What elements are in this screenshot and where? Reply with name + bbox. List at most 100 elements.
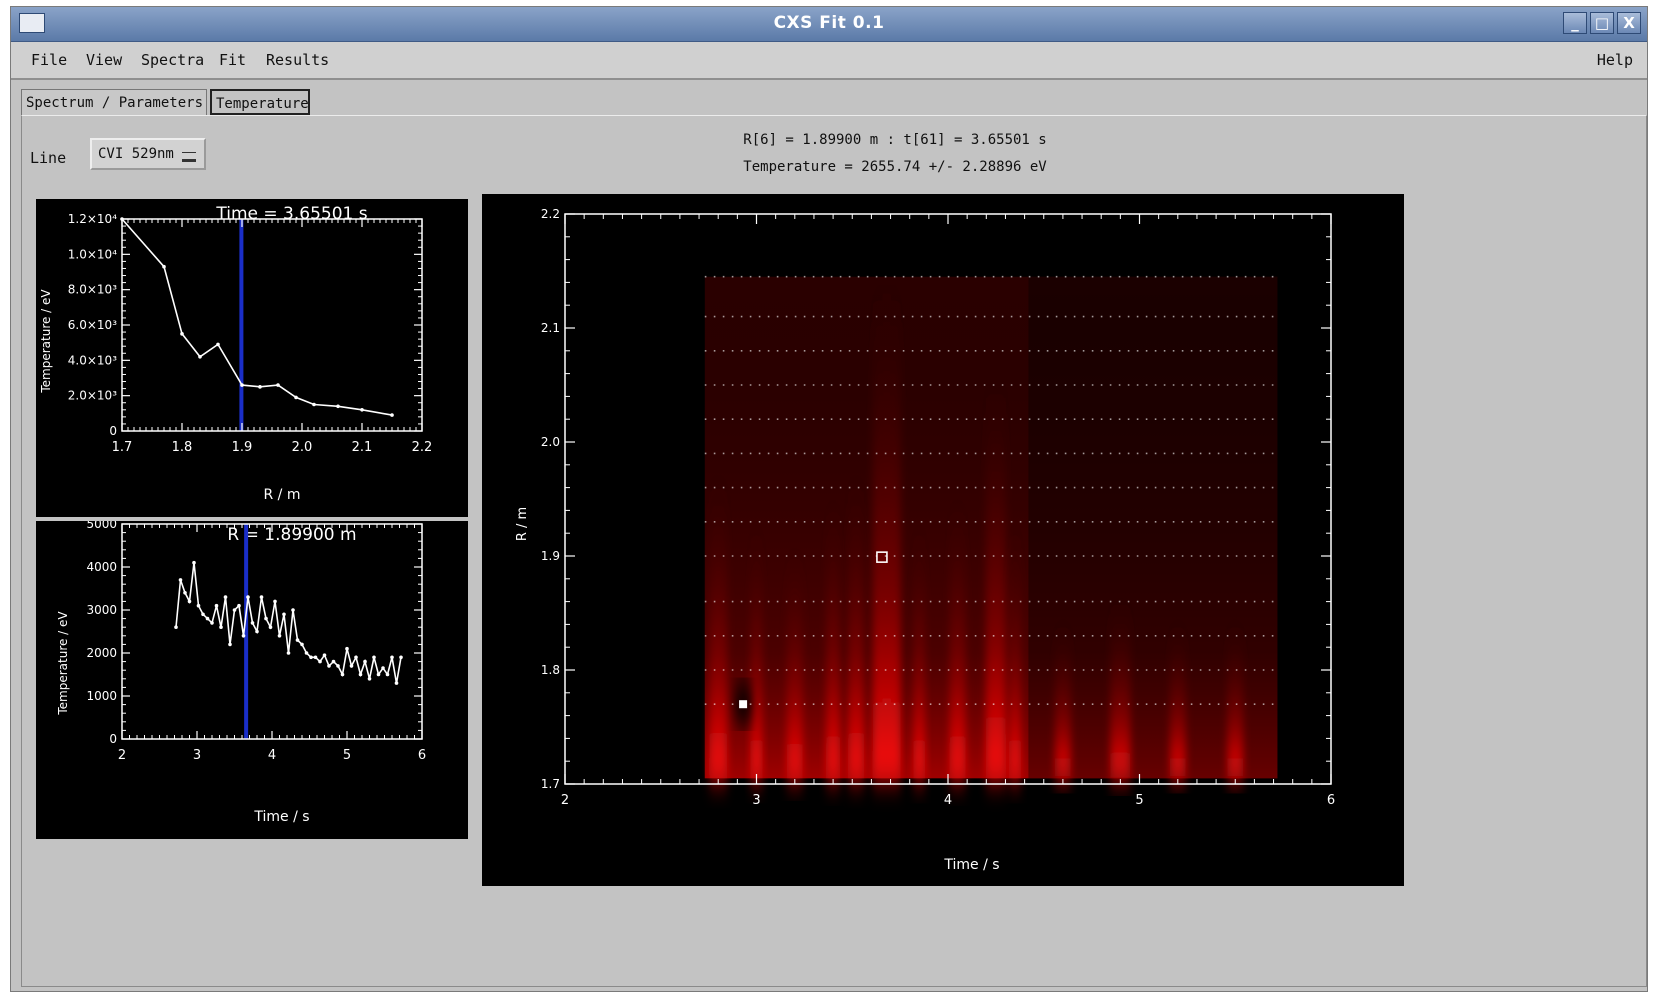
time-trace-plot[interactable]: R = 1.89900 m Time / s Temperature / eV … — [36, 517, 468, 839]
highlight-point-marker — [739, 700, 748, 709]
maximize-icon[interactable]: □ — [1590, 12, 1614, 34]
menu-file[interactable]: File — [31, 51, 68, 69]
plot1-ytick-label: 1.2×10⁴ — [68, 212, 117, 226]
plot2-data-point — [268, 625, 273, 629]
plot2-data-point — [340, 672, 345, 677]
plot3-xtick-label: 5 — [1135, 793, 1143, 808]
plot2-data-point — [232, 608, 237, 612]
plot2-data-point — [318, 659, 322, 664]
plot2-data-point — [394, 681, 399, 685]
plot1-data-point — [180, 332, 184, 336]
plot2-data-point — [246, 595, 250, 599]
plot2-data-point — [327, 664, 331, 668]
plot1-ytick-label: 2.0×10³ — [68, 389, 117, 403]
temperature-readout: Temperature = 2655.74 +/- 2.28896 eV — [743, 159, 1047, 175]
dropdown-arrow-icon — [182, 152, 196, 162]
line-label: Line — [30, 149, 67, 167]
plot2-data-point — [345, 646, 349, 651]
plot2-data-point — [295, 638, 300, 642]
menu-spectra[interactable]: Spectra — [141, 51, 205, 69]
plot2-data-point — [192, 560, 196, 565]
heatmap-streak — [913, 527, 926, 779]
plot2-data-point — [358, 672, 363, 677]
heatmap-streak — [1169, 627, 1186, 779]
plot1-ytick-label: 0 — [109, 424, 117, 438]
plot2-data-point — [255, 629, 259, 634]
plot2-data-point — [174, 625, 178, 629]
radial-profile-plot[interactable]: Time = 3.65501 s R / m Temperature / eV … — [36, 199, 468, 517]
time-trace-svg: R = 1.89900 m Time / s Temperature / eV … — [56, 517, 426, 825]
plot2-data-point — [228, 642, 232, 647]
plot3-xtick-label: 2 — [561, 793, 569, 808]
plot2-ylabel: Temperature / eV — [56, 611, 70, 716]
menu-fit[interactable]: Fit — [219, 51, 247, 69]
plot2-data-point — [205, 616, 210, 621]
heatmap-streak — [1227, 627, 1244, 779]
plot2-data-point — [399, 655, 403, 660]
plot2-data-point — [223, 595, 228, 599]
plot1-ytick-label: 8.0×10³ — [68, 283, 117, 297]
position-readout: R[6] = 1.89900 m : t[61] = 3.65501 s — [743, 132, 1047, 148]
title-bar[interactable]: CXS Fit 0.1 _ □ X — [11, 7, 1647, 42]
plot2-ytick-label: 4000 — [86, 560, 117, 574]
plot2-series-line — [175, 562, 402, 684]
plot1-xtick-label: 1.9 — [232, 440, 253, 455]
heatmap-streak — [786, 552, 803, 779]
plot1-data-point — [198, 355, 202, 359]
temperature-panel — [21, 115, 1647, 987]
heatmap-streak — [949, 502, 966, 779]
plot2-xtick-label: 6 — [418, 748, 426, 763]
menu-help[interactable]: Help — [1596, 51, 1633, 69]
plot1-data-point — [294, 395, 298, 400]
temperature-heatmap-plot[interactable]: Time / s R / m 2 3 4 5 6 1.7 1.8 1.9 2.0 2.1 2.2 — [482, 194, 1404, 886]
plot2-data-point — [237, 603, 241, 608]
plot1-data-point — [258, 385, 262, 389]
plot2-ytick-label: 1000 — [86, 689, 117, 703]
heatmap-streak — [985, 377, 1006, 779]
plot2-data-point — [381, 666, 385, 670]
minimize-icon[interactable]: _ — [1563, 12, 1587, 34]
plot3-ytick-label: 2.1 — [541, 321, 560, 335]
plot1-data-point — [336, 404, 340, 409]
plot2-data-point — [390, 655, 394, 660]
heatmap-streak — [848, 477, 865, 779]
plot2-ytick-label: 2000 — [86, 646, 117, 660]
plot1-xtick-label: 2.2 — [412, 440, 433, 455]
tab-temperature[interactable]: Temperature — [210, 89, 310, 115]
plot2-ytick-label: 3000 — [86, 603, 117, 617]
menu-view[interactable]: View — [86, 51, 123, 69]
plot1-data-point — [360, 408, 364, 412]
plot2-data-point — [309, 655, 313, 660]
plot2-data-point — [385, 672, 390, 677]
plot1-xtick-label: 2.0 — [292, 440, 313, 455]
plot1-ytick-label: 6.0×10³ — [68, 318, 117, 332]
plot2-data-point — [219, 625, 223, 629]
plot2-data-point — [376, 672, 381, 677]
plot1-xtick-label: 2.1 — [352, 440, 373, 455]
close-icon[interactable]: X — [1617, 12, 1641, 34]
line-dropdown-value: CVI 529nm — [98, 146, 174, 162]
heatmap-streak — [709, 477, 728, 779]
plot2-data-point — [367, 677, 372, 681]
plot1-title: Time = 3.65501 s — [215, 204, 367, 224]
plot3-ylabel: R / m — [515, 507, 530, 541]
plot1-xlabel: R / m — [264, 487, 301, 503]
plot3-xtick-label: 4 — [944, 793, 952, 808]
window-menu-icon[interactable] — [19, 13, 45, 33]
menu-results[interactable]: Results — [266, 51, 330, 69]
plot2-data-point — [322, 653, 327, 657]
plot2-data-point — [372, 655, 376, 660]
plot3-xlabel: Time / s — [943, 857, 999, 873]
plot2-ytick-label: 0 — [109, 732, 117, 746]
window-title: CXS Fit 0.1 — [773, 13, 885, 33]
selected-point-marker — [876, 551, 888, 563]
plot1-data-point — [120, 217, 124, 221]
tab-spectrum-parameters[interactable]: Spectrum / Parameters — [21, 89, 207, 115]
line-dropdown[interactable]: CVI 529nm — [90, 138, 206, 170]
plot1-xtick-label: 1.8 — [172, 440, 193, 455]
plot1-data-point — [390, 413, 394, 417]
plot2-data-point — [178, 578, 183, 582]
plot2-xtick-label: 2 — [118, 748, 126, 763]
plot2-data-point — [282, 612, 286, 617]
plot2-data-point — [277, 634, 282, 638]
